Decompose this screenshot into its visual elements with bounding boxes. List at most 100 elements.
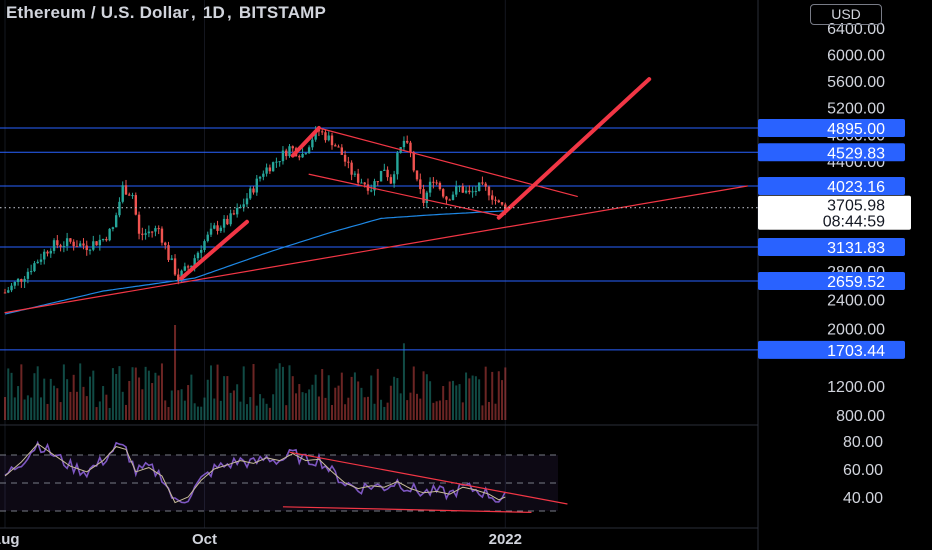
- candle-body: [409, 142, 412, 153]
- candle-body: [134, 195, 137, 215]
- level-label-bg: [758, 272, 905, 290]
- candle-body: [304, 153, 308, 155]
- price-tick-label: 6000.00: [827, 47, 885, 64]
- volume-bar: [46, 403, 49, 420]
- volume-bar: [285, 405, 288, 420]
- volume-bar: [481, 405, 484, 420]
- candle-body: [249, 188, 252, 199]
- level-labels: 4895.00 4529.83 4023.16 3131.83 2659.52 1703.…: [758, 119, 911, 360]
- time-axis-label[interactable]: Oct: [192, 531, 217, 548]
- volume-bar: [471, 375, 474, 420]
- level-label-text: 4023.16: [827, 179, 885, 196]
- volume-bar: [347, 397, 350, 420]
- volume-bar: [36, 366, 39, 420]
- trendline-projection-arrow[interactable]: [496, 77, 652, 220]
- candle-body: [363, 182, 366, 185]
- candle-body: [438, 182, 442, 190]
- volume-bar: [337, 385, 340, 420]
- candle-body: [340, 147, 344, 155]
- candle-body: [26, 271, 30, 279]
- volume-bar: [386, 402, 389, 420]
- volume-bar: [4, 397, 6, 420]
- volume-bar: [13, 397, 16, 420]
- candle-body: [7, 290, 10, 293]
- candle-body: [75, 246, 79, 248]
- candle-body: [222, 218, 226, 228]
- candle-body: [350, 162, 353, 175]
- trendline-support-trendline[interactable]: [4, 185, 748, 314]
- candle-body: [448, 199, 451, 201]
- volume-bar: [412, 366, 415, 420]
- trendlines[interactable]: [4, 77, 748, 314]
- volume-bar: [82, 386, 85, 420]
- volume-bar: [455, 385, 458, 420]
- trendline-marker-segment-2[interactable]: [290, 126, 321, 158]
- time-axis-label[interactable]: Aug: [0, 531, 20, 548]
- candle-body: [229, 213, 232, 225]
- volume-bar: [311, 384, 314, 420]
- candle-body: [46, 251, 49, 254]
- candle-body: [13, 282, 17, 286]
- volume-bar: [497, 371, 500, 420]
- volume-bar: [160, 363, 163, 420]
- level-label-text: 2659.52: [827, 274, 885, 291]
- horizontal-levels[interactable]: [0, 127, 758, 351]
- volume-bar: [144, 366, 147, 420]
- volume-bar: [124, 404, 127, 420]
- candle-body: [298, 156, 301, 158]
- candle-body: [245, 198, 249, 205]
- volume-bar: [265, 403, 268, 420]
- rsi-trendline[interactable]: [289, 451, 568, 505]
- candle-body: [402, 140, 406, 148]
- volume-bar: [242, 366, 245, 420]
- volume-bar: [432, 402, 435, 420]
- candle-body: [56, 240, 59, 246]
- trendline-pattern-lower-channel[interactable]: [308, 173, 500, 217]
- volume-bar: [196, 406, 199, 420]
- trendline-marker-segment-1[interactable]: [179, 219, 249, 281]
- price-tick-label: 2400.00: [827, 293, 885, 310]
- price-tick-label: 1200.00: [827, 379, 885, 396]
- candle-body: [255, 178, 258, 193]
- volume-bar: [396, 378, 399, 420]
- volume-bar: [340, 372, 343, 420]
- volume-bar: [288, 365, 291, 420]
- volume-bar: [203, 397, 206, 420]
- candle-body: [79, 243, 82, 247]
- volume-bars: [4, 325, 507, 420]
- volume-bar: [43, 378, 46, 420]
- candle-body: [20, 278, 23, 282]
- candle-body: [262, 173, 265, 177]
- candle-body: [347, 161, 350, 163]
- candle-body: [88, 249, 92, 251]
- volume-bar: [167, 407, 170, 420]
- symbol-name[interactable]: Ethereum / U.S. Dollar: [6, 3, 189, 22]
- candle-body: [477, 182, 481, 191]
- candle-body: [164, 242, 167, 246]
- candle-body: [265, 167, 268, 174]
- currency-button[interactable]: USD: [810, 4, 882, 25]
- rsi-trendline[interactable]: [282, 506, 532, 513]
- time-axis-label[interactable]: 2022: [489, 531, 522, 548]
- candle-body: [167, 245, 170, 260]
- candle-body: [114, 215, 118, 228]
- volume-bar: [259, 394, 262, 420]
- volume-bar: [402, 343, 405, 420]
- volume-bar: [324, 397, 327, 420]
- volume-bar: [62, 364, 65, 420]
- candle-body: [288, 146, 291, 157]
- candle-body: [183, 266, 187, 271]
- candle-body: [275, 161, 278, 163]
- time-axis[interactable]: Aug Oct 2022: [0, 531, 522, 548]
- volume-bar: [7, 368, 10, 420]
- rsi-indicator: [4, 440, 568, 513]
- volume-bar: [95, 407, 98, 420]
- volume-bar: [131, 367, 134, 420]
- candle-body: [39, 259, 43, 262]
- candle-body: [481, 182, 484, 184]
- volume-bar: [69, 391, 72, 420]
- interval-label[interactable]: 1D: [202, 3, 225, 22]
- volume-bar: [111, 368, 114, 420]
- candle-body: [186, 266, 190, 268]
